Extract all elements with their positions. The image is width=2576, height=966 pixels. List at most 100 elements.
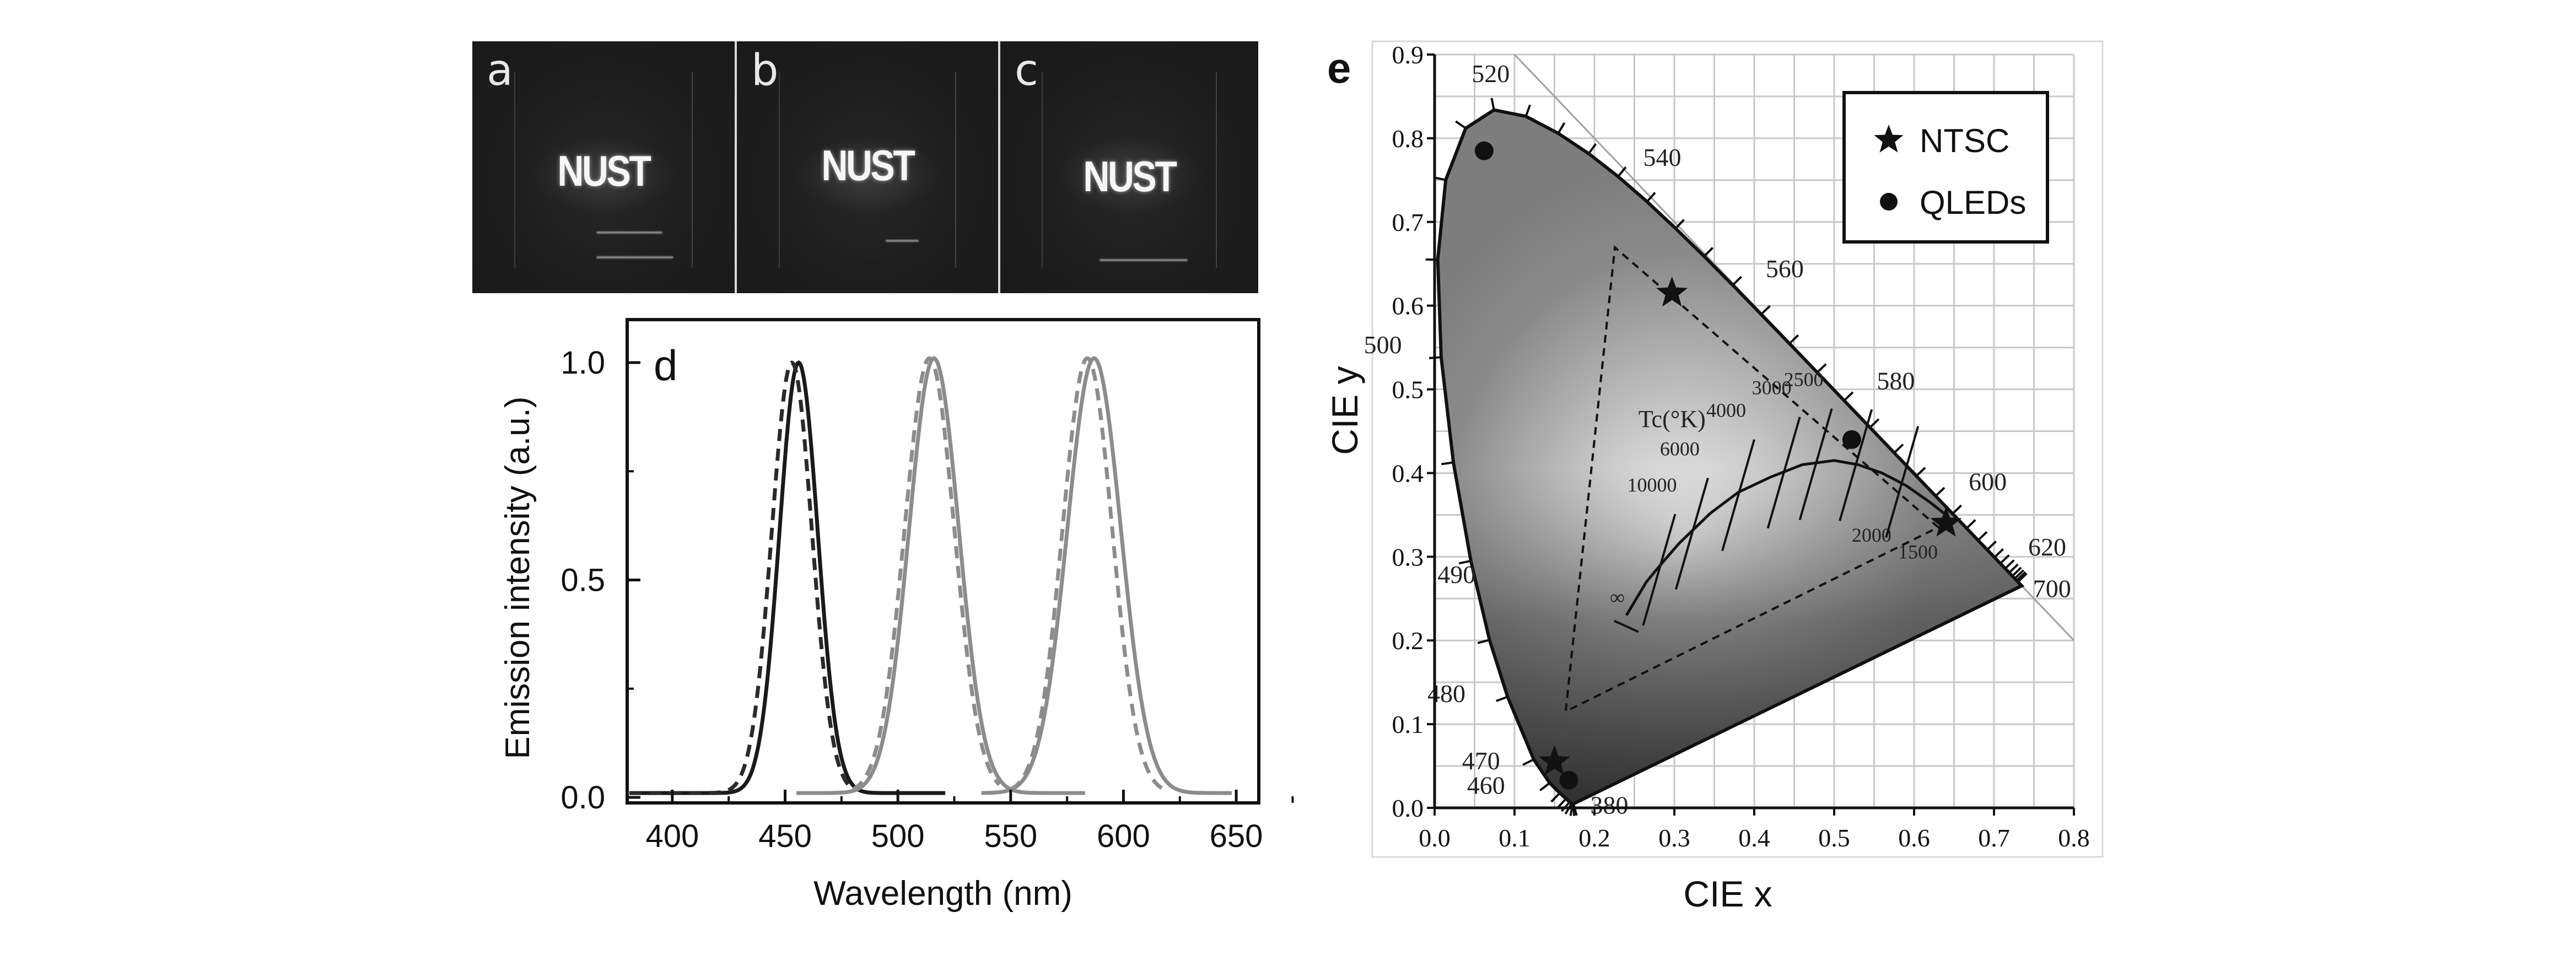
device-frame — [1041, 71, 1217, 268]
wavelength-tick — [1732, 276, 1743, 286]
wavelength-tick — [2011, 566, 2022, 577]
x-axis-label: Wavelength (nm) — [813, 875, 1073, 913]
wavelength-tick — [2015, 571, 2027, 581]
wavelength-tick — [1816, 363, 1827, 374]
wavelength-tick — [1550, 792, 1561, 803]
star-icon — [1874, 125, 1904, 153]
panel-divider — [998, 41, 1000, 293]
isotherm-label: 6000 — [1660, 438, 1700, 460]
isotherm-line — [1798, 408, 1833, 521]
data-points — [1474, 141, 1962, 790]
glow — [530, 137, 677, 213]
wavelength-tick — [1788, 334, 1799, 344]
y-tick-label: 0.0 — [561, 780, 605, 816]
wavelength-label: 470 — [1462, 747, 1500, 775]
tc-label: Tc(°K) — [1639, 406, 1706, 433]
qled-circle-marker — [1842, 430, 1861, 449]
wavelength-label: 380 — [1590, 791, 1628, 819]
isotherm-label: 2000 — [1852, 524, 1891, 546]
wavelength-tick — [1617, 166, 1627, 177]
y-tick-label: 0.8 — [1392, 125, 1424, 153]
y-tick-label: 0.6 — [1392, 292, 1424, 320]
wavelength-tick — [1986, 541, 1997, 551]
spectrum-red-dashed — [1010, 356, 1170, 793]
wavelength-label: 700 — [2033, 574, 2071, 602]
y-tick-label: 0.1 — [1392, 710, 1424, 738]
wavelength-label: 460 — [1467, 771, 1505, 799]
wavelength-tick — [2008, 563, 2019, 574]
wavelength-tick — [2004, 559, 2015, 570]
wavelength-tick — [2014, 569, 2024, 580]
y-tick-label: 0.9 — [1392, 41, 1424, 69]
nust-text: NUST — [1083, 152, 1177, 201]
x-tick-label: 0.2 — [1578, 824, 1610, 852]
streak — [596, 256, 673, 258]
panel-label-e: e — [1327, 44, 1351, 92]
x-tick-label: 400 — [645, 818, 699, 854]
spectra-curves — [629, 356, 1232, 795]
wavelength-tick — [1557, 798, 1567, 808]
ntsc-star-marker — [1539, 745, 1570, 775]
wavelength-tick — [1674, 219, 1685, 229]
isotherm-line — [1839, 409, 1873, 521]
wavelength-label: 480 — [1427, 679, 1465, 708]
wavelength-label: 500 — [1364, 331, 1402, 359]
wavelength-tick — [1993, 548, 2004, 558]
wavelength-tick — [1496, 695, 1508, 702]
y-tick-label: 0.5 — [561, 563, 605, 598]
qled-circle-marker — [1559, 770, 1578, 790]
photo-panel-c: c NUST — [1000, 41, 1258, 293]
y-tick-label: 0.5 — [1392, 376, 1424, 404]
streak — [886, 240, 919, 242]
x-tick-label: 450 — [758, 818, 812, 854]
locus-endcap — [1614, 619, 1639, 633]
y-tick-label: 0.4 — [1392, 459, 1424, 487]
wavelength-tick — [1458, 559, 1472, 565]
panel-label-d: d — [654, 341, 677, 390]
isotherm-line — [1885, 425, 1920, 538]
isotherm-label: 10000 — [1627, 474, 1677, 496]
wavelength-label: 600 — [1969, 467, 2007, 495]
spectrum-blue-dashed — [629, 360, 854, 795]
circle-icon — [1880, 193, 1898, 211]
photo-panel-b: b NUST — [737, 41, 998, 293]
wavelength-tick — [1966, 519, 1976, 530]
legend: NTSC QLEDs — [1842, 91, 2049, 244]
x-tick-label: 0.0 — [1419, 824, 1451, 852]
x-ticks: 0.0 0.1 0.2 0.3 0.4 0.5 0.6 0.7 0.8 — [1419, 808, 2090, 852]
streak — [596, 231, 662, 234]
x-tick-label: 0.4 — [1738, 824, 1770, 852]
spectrum-green-dashed — [852, 356, 1001, 791]
panel-label-a: a — [487, 46, 513, 95]
y-tick-label: 0.2 — [1392, 627, 1424, 655]
isotherm-label: 1500 — [1898, 541, 1938, 563]
device-frame — [514, 71, 693, 268]
x-tick-label: 0.1 — [1499, 824, 1530, 852]
plot-frame — [626, 318, 1260, 805]
wavelength-tick — [1588, 143, 1597, 155]
panel-label-b: b — [751, 46, 779, 95]
spectrum-blue-solid — [629, 360, 946, 795]
y-ticks: 0.0 0.5 1.0 — [561, 345, 640, 816]
x-axis-label: CIE x — [1683, 873, 1772, 914]
isotherm-line — [1721, 439, 1755, 552]
qled-circle-marker — [1474, 141, 1494, 160]
wavelength-tick — [1569, 803, 1574, 816]
wavelength-label: 580 — [1877, 366, 1915, 395]
y-axis-label: Emission intensity (a.u.) — [499, 396, 537, 759]
x-tick-label: 600 — [1097, 818, 1150, 854]
x-tick-label: 500 — [871, 818, 925, 854]
spectrum-red-solid — [981, 356, 1232, 795]
wavelength-label: 490 — [1437, 560, 1475, 589]
nust-text: NUST — [821, 141, 915, 190]
x-tick-label: 0.8 — [2058, 824, 2090, 852]
wavelength-label: 520 — [1472, 60, 1510, 88]
wavelength-tick — [1477, 639, 1490, 644]
legend-box — [1842, 91, 2049, 244]
wavelength-tick — [2017, 573, 2028, 583]
isotherm-line — [1642, 514, 1677, 626]
x-tick-label: 0.6 — [1898, 824, 1930, 852]
